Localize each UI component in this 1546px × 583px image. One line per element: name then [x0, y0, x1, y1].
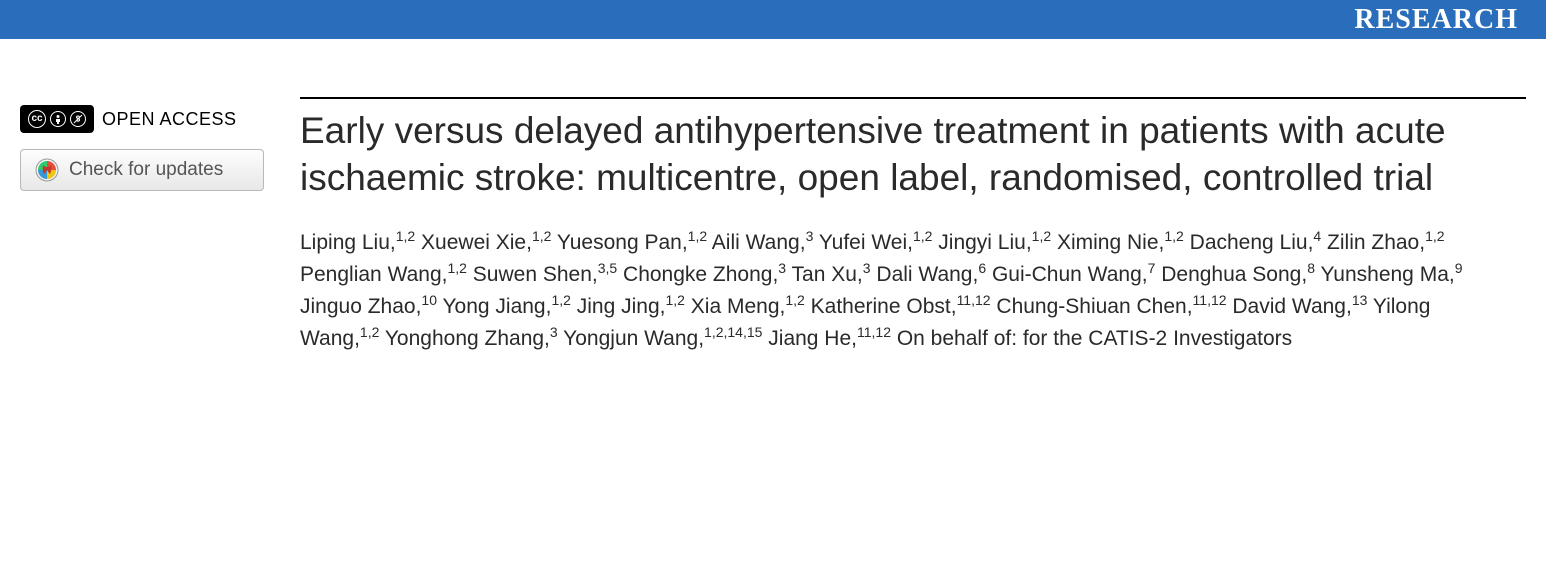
open-access-row: cc $ OPEN ACCESS [20, 105, 300, 133]
check-updates-button[interactable]: Check for updates [20, 149, 264, 191]
cc-nc-icon: $ [70, 111, 86, 127]
article-main: Early versus delayed antihypertensive tr… [300, 97, 1526, 354]
crossmark-icon [35, 158, 59, 182]
open-access-label: OPEN ACCESS [102, 109, 237, 130]
cc-by-icon [50, 111, 66, 127]
cc-license-badge: cc $ [20, 105, 94, 133]
cc-icon: cc [28, 110, 46, 128]
research-banner: RESEARCH [0, 0, 1546, 39]
authors-list: Liping Liu,1,2 Xuewei Xie,1,2 Yuesong Pa… [300, 226, 1486, 354]
check-updates-label: Check for updates [69, 159, 223, 181]
article-title: Early versus delayed antihypertensive tr… [300, 107, 1486, 202]
left-sidebar: cc $ OPEN ACCESS Check for updates [20, 97, 300, 354]
content-wrapper: cc $ OPEN ACCESS Check for updates [0, 97, 1546, 354]
